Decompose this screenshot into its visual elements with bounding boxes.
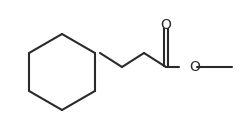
Text: O: O: [190, 60, 200, 74]
Text: O: O: [160, 18, 172, 32]
